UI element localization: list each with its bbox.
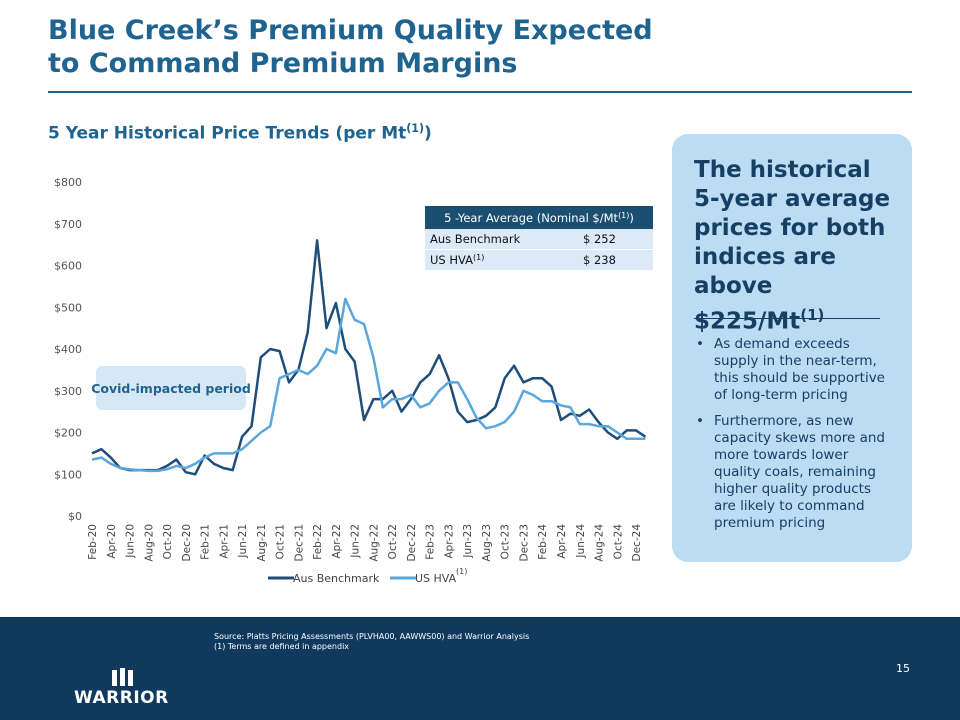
x-tick-label: Feb-20 xyxy=(87,524,99,560)
x-tick-label: Apr-23 xyxy=(443,524,455,559)
x-tick-label: Feb-23 xyxy=(425,524,437,560)
subtitle: 5 Year Historical Price Trends (per Mt(1… xyxy=(48,122,432,144)
bullet: As demand exceeds supply in the near-ter… xyxy=(694,336,894,404)
table-header: 5 -Year Average (Nominal $/Mt(1)) xyxy=(444,211,634,225)
callout-headline: The historical 5-year average prices for… xyxy=(694,156,894,337)
x-tick-label: Dec-24 xyxy=(631,524,643,562)
table-row-bg xyxy=(425,250,653,270)
logo-text: WARRIOR xyxy=(74,688,169,708)
table-cell: $ 252 xyxy=(583,232,616,246)
footer xyxy=(0,617,960,720)
x-tick-label: Apr-20 xyxy=(106,524,118,559)
x-tick-label: Aug-24 xyxy=(594,524,606,562)
y-tick-label: $800 xyxy=(54,176,82,189)
table-header-bg xyxy=(425,206,653,229)
footnote-mark: (1) xyxy=(800,306,825,324)
header-text: ) xyxy=(629,211,634,225)
bullet-list: As demand exceeds supply in the near-ter… xyxy=(694,336,894,541)
source-note: Source: Platts Pricing Assessments (PLVH… xyxy=(214,632,529,652)
table-row-bg xyxy=(425,229,653,249)
x-tick-label: Dec-20 xyxy=(181,524,193,561)
table-cell: $ 238 xyxy=(583,253,616,267)
x-tick-label: Aug-20 xyxy=(143,524,155,562)
x-tick-label: Oct-21 xyxy=(275,524,287,559)
annotation-box xyxy=(96,366,246,410)
x-tick-label: Aug-22 xyxy=(368,524,380,562)
title-line: Blue Creek’s Premium Quality Expected xyxy=(48,15,653,46)
title: Blue Creek’s Premium Quality Expected to … xyxy=(48,14,653,80)
x-tick-label: Oct-20 xyxy=(162,524,174,559)
footnote-mark: (1) xyxy=(473,253,484,262)
x-tick-label: Jun-24 xyxy=(575,524,587,559)
footnote-mark: (1) xyxy=(406,122,425,135)
y-tick-label: $300 xyxy=(54,385,82,398)
page-number: 15 xyxy=(896,662,910,675)
footnote-mark: (1) xyxy=(618,211,629,220)
table-cell: US HVA(1) xyxy=(430,253,484,267)
y-tick-label: $600 xyxy=(54,260,82,273)
x-tick-label: Jun-22 xyxy=(350,524,362,559)
series-line xyxy=(91,297,646,473)
x-tick-label: Apr-21 xyxy=(218,524,230,559)
x-tick-label: Oct-23 xyxy=(500,524,512,559)
x-tick-label: Dec-23 xyxy=(518,524,530,561)
x-tick-label: Apr-24 xyxy=(556,524,568,559)
title-line: to Command Premium Margins xyxy=(48,48,518,79)
bullet: Furthermore, as new capacity skews more … xyxy=(694,413,894,532)
subtitle-text: ) xyxy=(424,123,432,144)
legend-note: (1) xyxy=(456,567,467,576)
x-tick-label: Feb-24 xyxy=(537,524,549,560)
chart: $0 $100 $200 $300 $400 $500 $600 $700 $800 Feb-20… xyxy=(54,176,653,585)
note: (1) Terms are defined in appendix xyxy=(214,642,350,651)
legend-label: Aus Benchmark xyxy=(293,572,380,585)
x-tick-label: Oct-24 xyxy=(612,524,624,560)
x-tick-label: Aug-21 xyxy=(256,524,268,562)
x-tick-label: Dec-22 xyxy=(406,524,418,561)
x-tick-label: Jun-21 xyxy=(237,524,249,559)
subtitle-text: 5 Year Historical Price Trends (per Mt xyxy=(48,123,407,144)
source: Source: Platts Pricing Assessments (PLVH… xyxy=(214,632,530,641)
table-cell: Aus Benchmark xyxy=(430,232,521,246)
y-tick-label: $700 xyxy=(54,218,82,231)
series-line xyxy=(91,239,647,476)
average-table: 5 -Year Average (Nominal $/Mt(1))Aus Ben… xyxy=(425,206,653,270)
x-tick-label: Jun-20 xyxy=(125,524,137,559)
cell-text: Aus Benchmark xyxy=(430,232,521,246)
logo-mark xyxy=(112,668,133,686)
x-tick-label: Dec-21 xyxy=(293,524,305,561)
x-tick-label: Feb-21 xyxy=(200,524,212,560)
y-tick-label: $400 xyxy=(54,343,82,356)
logo: WARRIOR xyxy=(74,668,169,708)
title-rule xyxy=(48,91,912,93)
cell-text: US HVA xyxy=(430,253,473,267)
y-tick-label: $0 xyxy=(68,510,82,523)
x-tick-label: Oct-22 xyxy=(387,524,399,559)
y-tick-label: $100 xyxy=(54,468,82,481)
y-tick-label: $500 xyxy=(54,301,82,314)
headline-text: The historical 5-year average prices for… xyxy=(694,157,891,335)
header-text: 5 -Year Average (Nominal $/Mt xyxy=(444,211,618,225)
panel-rule xyxy=(694,318,880,319)
x-tick-label: Feb-22 xyxy=(312,524,324,560)
y-tick-label: $200 xyxy=(54,427,82,440)
x-tick-label: Aug-23 xyxy=(481,524,493,562)
x-tick-label: Apr-22 xyxy=(331,524,343,559)
x-tick-label: Jun-23 xyxy=(462,524,474,559)
legend-label: US HVA xyxy=(415,572,457,585)
annotation: Covid-impacted period xyxy=(91,381,251,396)
